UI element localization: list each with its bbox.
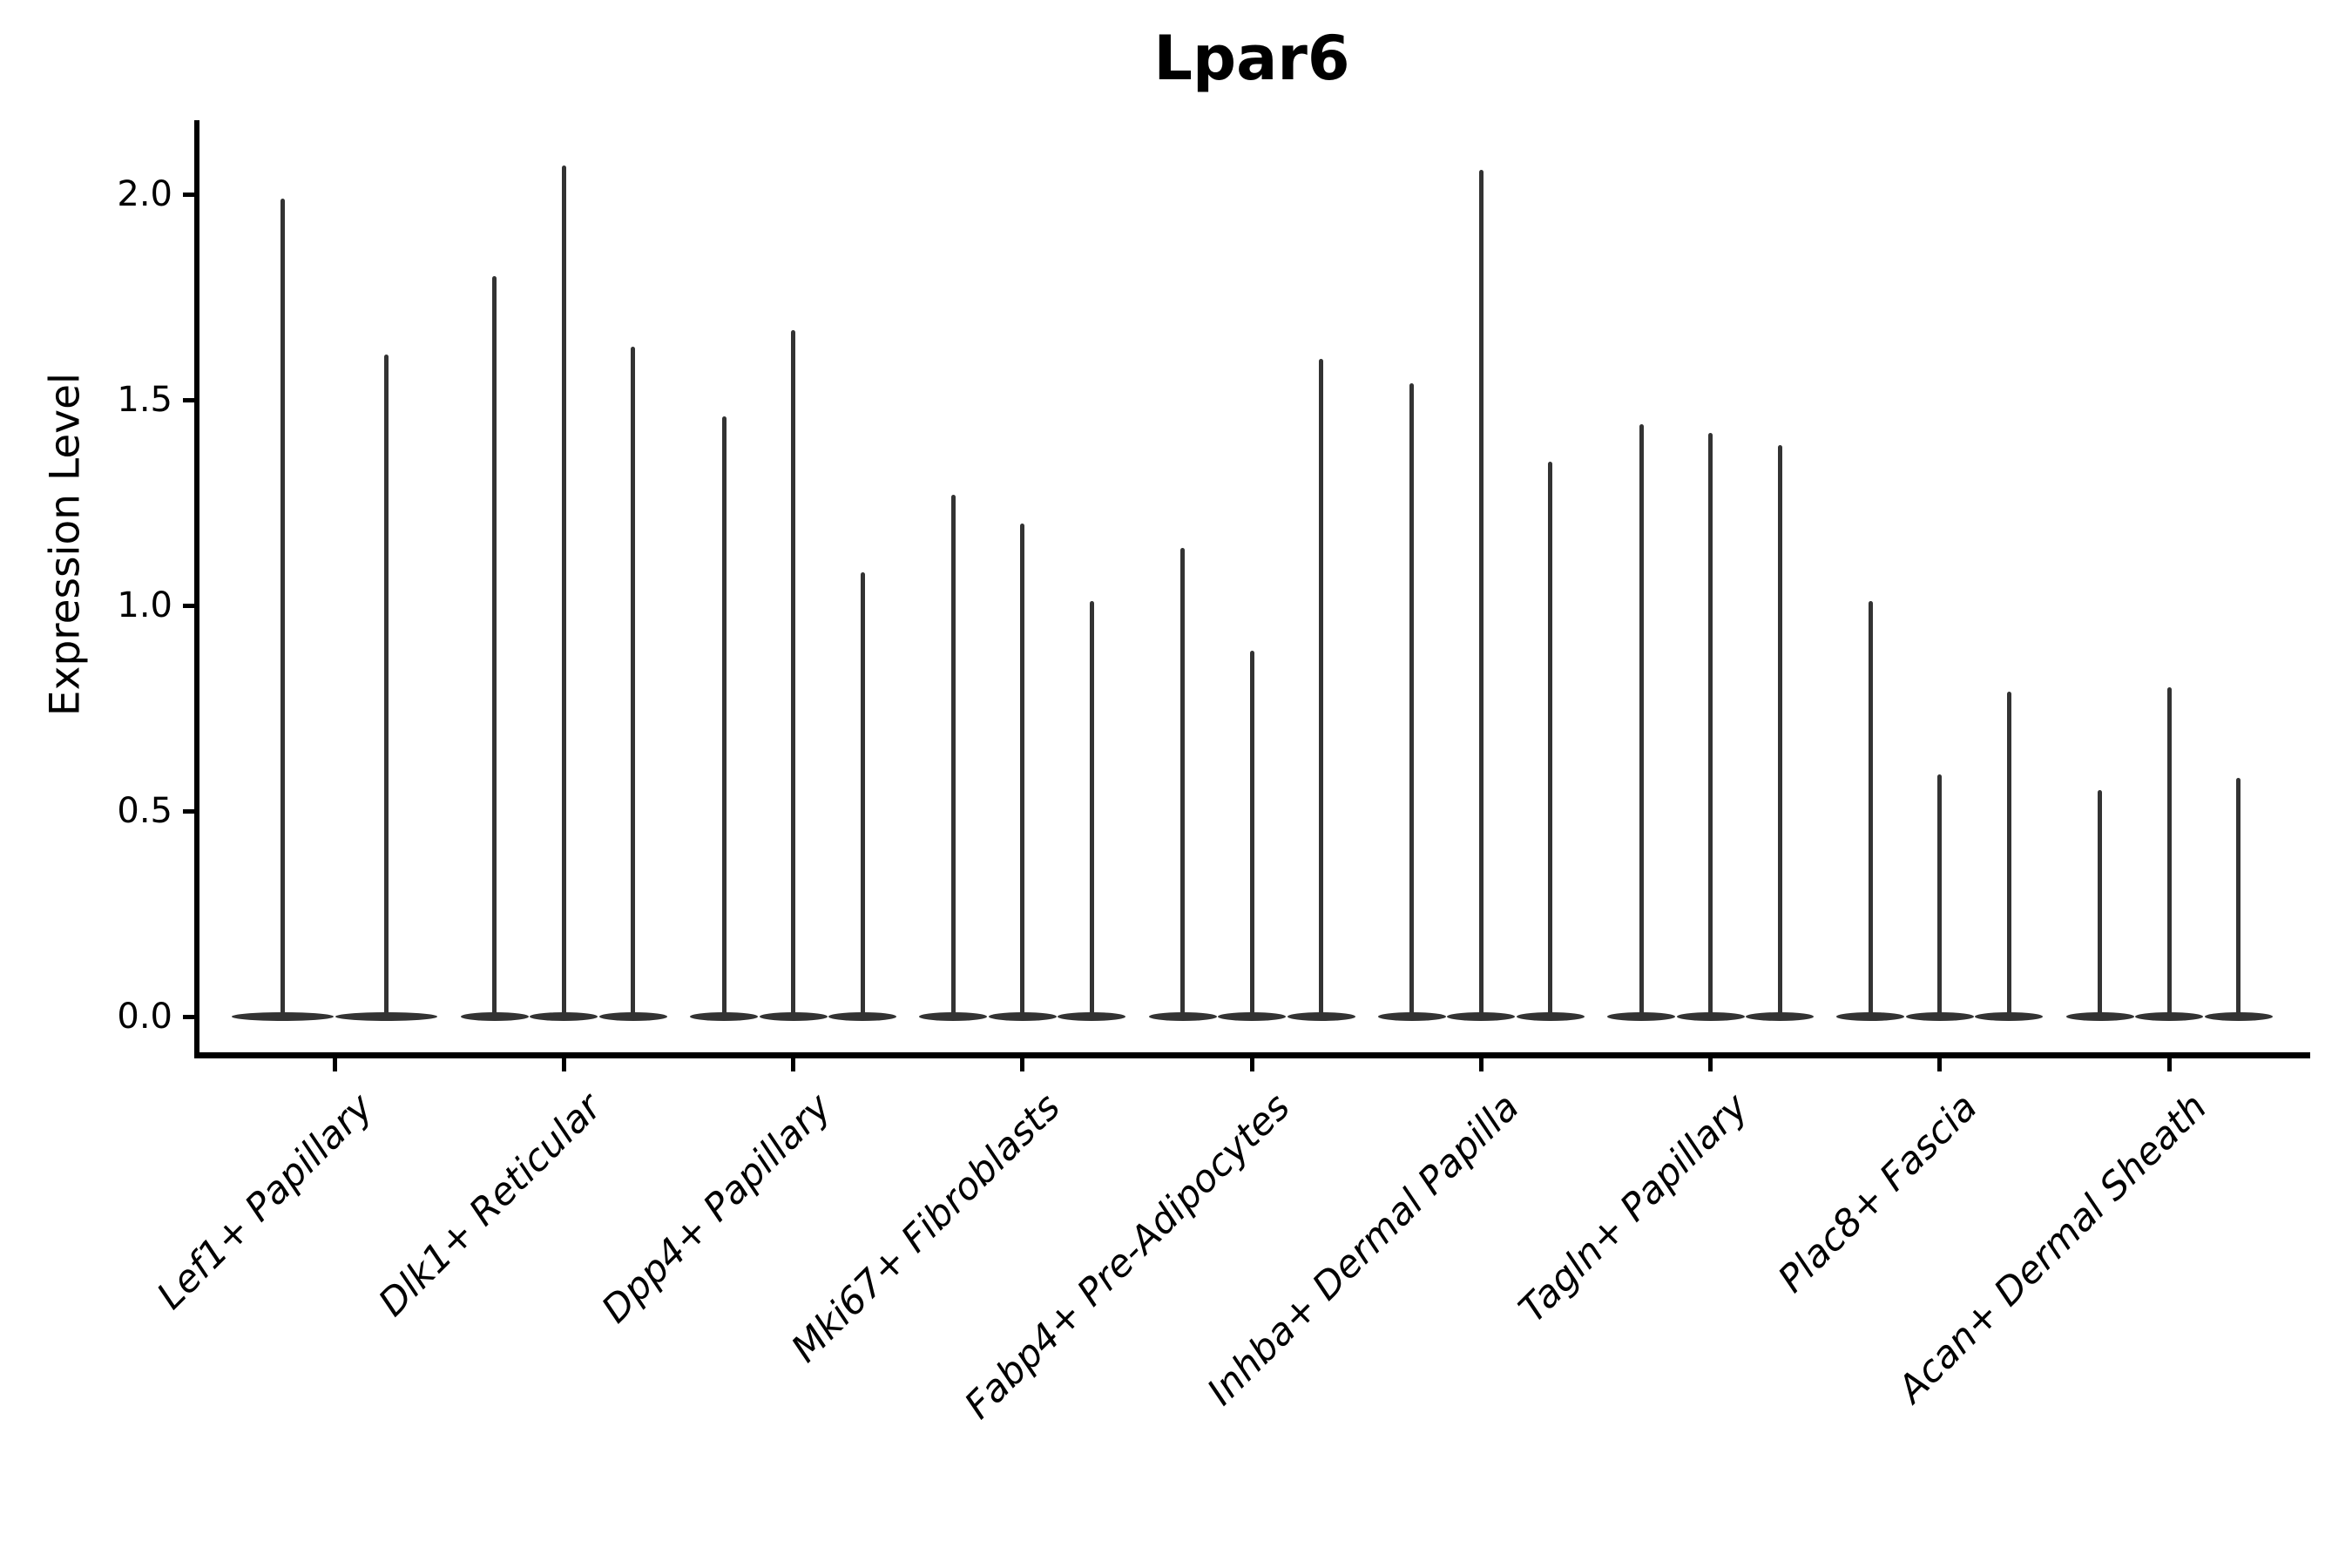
violin-spike [561,165,566,1020]
violin-spike [2166,687,2172,1020]
x-tick-label: Lef1+ Papillary [148,1085,382,1318]
violin-spike [2236,778,2240,1020]
y-axis-spine [194,120,199,1058]
x-tick [332,1052,337,1071]
y-tick-label: 2.0 [117,174,172,214]
violin-spike [2098,790,2102,1020]
violin-spike [1548,461,1553,1020]
x-tick [791,1052,795,1071]
violin-spike [791,329,795,1020]
x-tick [1478,1052,1484,1071]
x-tick [1249,1052,1254,1071]
violin-spike [1089,601,1094,1020]
violin-spike [384,355,389,1020]
y-tick-label: 0.0 [117,997,172,1037]
chart-title: Lpar6 [1153,23,1350,94]
x-tick [1708,1052,1713,1071]
x-tick [2166,1052,2172,1071]
violin-spike [860,572,865,1020]
x-tick-label: Plac8+ Fascia [1770,1085,1987,1301]
violin-spike [1249,650,1254,1020]
x-tick-label: Tagln+ Papillary [1511,1085,1757,1332]
y-tick [183,397,197,402]
violin-spike [631,346,636,1020]
x-tick [1020,1052,1025,1071]
x-tick-label: Dpp4+ Papillary [593,1085,840,1332]
violin-spike [1020,523,1025,1020]
x-tick [1937,1052,1943,1071]
y-tick [183,808,197,814]
violin-spike [280,198,285,1020]
y-tick-label: 1.0 [117,585,172,625]
violin-spike [1180,547,1185,1020]
x-tick [561,1052,566,1071]
violin-spike [1319,358,1323,1020]
y-tick-label: 0.5 [117,791,172,831]
y-tick [183,603,197,608]
violin-spike [721,416,727,1020]
violin-spike [1409,383,1415,1020]
x-tick-label: Dlk1+ Reticular [370,1085,611,1326]
violin-spike [1639,424,1644,1020]
violin-spike [1777,444,1782,1020]
y-tick [183,1014,197,1019]
violin-spike [492,276,497,1020]
violin-spike [950,494,956,1020]
y-tick [183,192,197,197]
violin-spike [1708,432,1713,1020]
violin-spike [1937,774,1943,1020]
violin-spike [1478,169,1484,1020]
y-tick-label: 1.5 [117,380,172,420]
violin-spike [2006,692,2011,1020]
y-axis-label: Expression Level [41,372,90,717]
violin-spike [1868,601,1873,1020]
